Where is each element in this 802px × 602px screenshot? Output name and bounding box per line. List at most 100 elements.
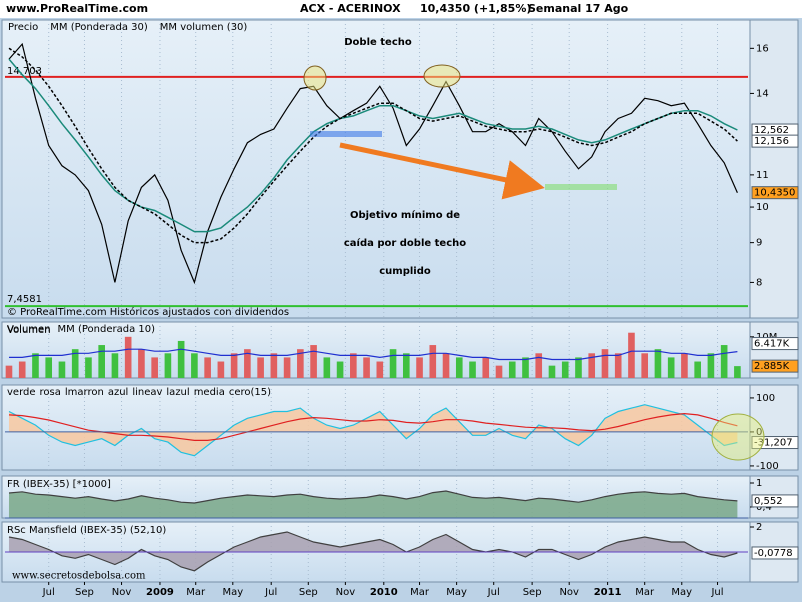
y-tick-label: 16 — [756, 43, 769, 54]
y-tick-label: 8 — [756, 277, 762, 288]
volume-bar — [614, 353, 622, 378]
watermark: www.secretosdebolsa.com — [12, 571, 146, 582]
axis-strip — [749, 384, 799, 471]
volume-bar — [350, 353, 357, 378]
level-label: 7,4581 — [7, 294, 42, 305]
panel-title: RSc Mansfield (IBEX-35) (52,10) — [7, 525, 166, 536]
volume-bar — [416, 357, 423, 378]
volume-bar — [18, 361, 26, 378]
volume-bar — [601, 349, 609, 378]
x-tick-label: Nov — [112, 587, 132, 598]
last-value-label: 10,4350 — [754, 188, 795, 199]
last-value-label: 12,156 — [754, 136, 789, 147]
legend-entry: cero(15) — [229, 387, 271, 398]
volume-bar — [681, 353, 688, 378]
volume-bar — [522, 357, 529, 378]
x-tick-label: May — [671, 587, 692, 598]
x-tick-label: Sep — [523, 587, 542, 598]
x-tick-label: Jul — [264, 587, 277, 598]
volume-bar — [45, 357, 53, 378]
zone — [545, 184, 617, 190]
last-value-label: 0,552 — [754, 496, 783, 507]
site-name[interactable]: www.ProRealTime.com — [6, 2, 148, 15]
volume-bar — [204, 357, 211, 378]
legend-entry: MM (Ponderada 30) — [50, 22, 148, 33]
last-value-label: 2.885K — [754, 361, 790, 372]
x-tick-label: 2010 — [370, 587, 398, 598]
last-value-box — [751, 186, 799, 200]
annotation-line: caída por doble techo — [344, 237, 466, 249]
x-tick-label: Jul — [42, 587, 55, 598]
y-tick-label: 100 — [756, 393, 775, 404]
last-value-box — [751, 494, 799, 508]
last-value-box — [751, 337, 799, 351]
volume-bar — [151, 357, 158, 378]
x-tick-label: Mar — [635, 587, 655, 598]
series-area — [8, 404, 738, 456]
annotation-line: cumplido — [379, 266, 431, 277]
volume-bar — [217, 361, 225, 378]
volume-bar — [310, 345, 317, 378]
volume-bar — [257, 357, 264, 378]
volume-bar — [561, 361, 569, 378]
volume-bar — [111, 353, 119, 378]
volume-bar — [535, 353, 543, 378]
volume-bar — [177, 340, 185, 378]
series-line — [8, 490, 738, 504]
highlight — [711, 413, 765, 461]
volume-bar — [230, 353, 238, 378]
y-tick-label: 14 — [756, 88, 769, 99]
legend-entry: verde — [7, 387, 36, 398]
quote: 10,4350 (+1,85%) — [420, 2, 531, 15]
panel-title: Volumen — [7, 325, 51, 336]
legend-entry: azul — [108, 387, 129, 398]
volume-bar — [628, 332, 635, 378]
volume-bar — [548, 365, 556, 378]
volume-bar — [363, 357, 370, 378]
volume-bar — [429, 345, 437, 378]
volume-bar — [588, 353, 596, 378]
volume-bar — [734, 366, 741, 378]
x-tick-label: Sep — [299, 587, 318, 598]
series-area — [8, 491, 738, 518]
volume-bar — [85, 357, 92, 378]
y-tick-label: 10 — [756, 202, 769, 213]
volume-bar — [495, 365, 503, 378]
y-tick-label: 11 — [756, 170, 769, 181]
x-tick-label: 2011 — [594, 587, 622, 598]
legend-entry: rosa — [40, 387, 61, 398]
volume-bar — [98, 345, 105, 378]
x-tick-label: 2009 — [146, 587, 174, 598]
volume-bar — [694, 361, 701, 378]
last-value-label: 6.417K — [754, 339, 790, 350]
y-tick-label: 0,4 — [756, 502, 772, 513]
x-tick-label: May — [446, 587, 467, 598]
last-value-box — [751, 546, 799, 560]
arrow — [339, 142, 545, 200]
volume-bar — [508, 361, 516, 378]
x-tick-label: Nov — [336, 587, 356, 598]
x-tick-label: Mar — [186, 587, 206, 598]
volume-bar — [323, 357, 331, 378]
volume-bar — [469, 361, 476, 378]
volume-bar — [283, 357, 291, 378]
volume-bar — [5, 365, 13, 378]
annotation-line: Objetivo mínimo de — [350, 209, 460, 221]
x-tick-label: Jul — [487, 587, 500, 598]
volume-bar — [641, 353, 649, 378]
last-value-box — [751, 134, 799, 148]
last-value-label: -0,0778 — [754, 548, 793, 559]
x-tick-label: May — [222, 587, 243, 598]
volume-bar — [71, 349, 79, 378]
volume-bar — [376, 361, 384, 378]
volume-bar — [402, 353, 410, 378]
x-tick-label: Mar — [410, 587, 430, 598]
y-tick-label: -100 — [756, 461, 779, 472]
legend-entry: MM (Ponderada 10) — [58, 324, 156, 335]
volume-bar — [138, 349, 145, 378]
panel-bg — [1, 19, 751, 319]
volume-bar — [164, 353, 172, 378]
series-area — [8, 532, 738, 571]
